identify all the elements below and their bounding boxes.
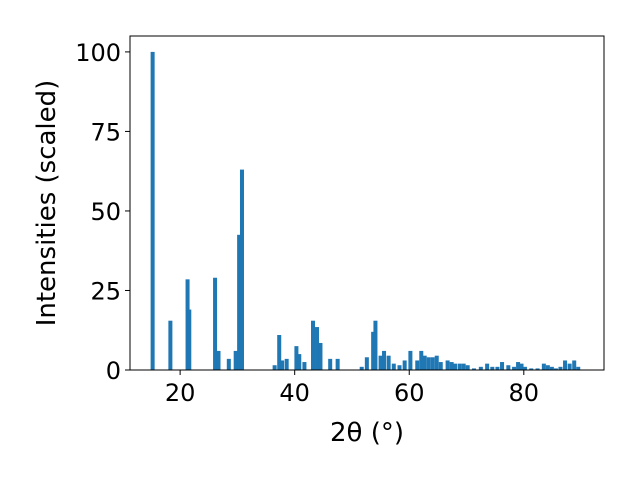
bar: [415, 360, 420, 370]
bar: [233, 350, 238, 370]
bar: [280, 360, 285, 370]
bar: [506, 365, 511, 370]
bar: [187, 309, 192, 370]
bar: [426, 357, 431, 370]
bar: [386, 355, 391, 370]
x-tick-label: 40: [279, 379, 310, 407]
bar: [434, 355, 439, 370]
bar: [315, 327, 320, 370]
x-tick-label: 60: [394, 379, 425, 407]
bar: [519, 363, 524, 370]
bar: [495, 366, 500, 370]
bar: [438, 362, 443, 370]
x-axis: 20 40 60 80: [165, 370, 539, 407]
bar: [297, 354, 302, 370]
bar: [471, 368, 476, 370]
bar: [382, 350, 387, 370]
bar: [359, 366, 364, 370]
bar: [490, 366, 495, 370]
bars-group: [150, 51, 581, 371]
bar: [397, 365, 402, 370]
bar: [453, 363, 458, 370]
bar: [545, 365, 550, 370]
bar: [294, 346, 299, 370]
bar: [529, 368, 534, 370]
bar: [168, 320, 173, 370]
bar: [457, 363, 462, 370]
bar: [512, 366, 517, 370]
y-tick-label: 50: [90, 198, 121, 226]
bar: [226, 358, 231, 370]
bar: [419, 350, 424, 370]
y-tick-label: 100: [75, 39, 121, 67]
bar: [311, 320, 316, 370]
bar: [572, 360, 577, 370]
bar: [558, 366, 563, 370]
plot-frame: [129, 35, 605, 371]
bar: [237, 234, 242, 370]
bar: [485, 363, 490, 370]
y-tick-label: 0: [106, 357, 121, 385]
bar: [549, 366, 554, 370]
bar: [449, 362, 454, 370]
bar: [553, 368, 558, 370]
bar: [284, 358, 289, 370]
bar: [465, 365, 470, 370]
bar: [371, 331, 376, 370]
bar: [535, 368, 540, 370]
bar: [328, 358, 333, 370]
bar: [422, 355, 427, 370]
bar: [500, 362, 505, 370]
bar: [318, 342, 323, 370]
bar: [272, 365, 277, 370]
bar: [150, 51, 155, 371]
bar: [239, 169, 244, 370]
bar: [391, 363, 396, 370]
bar: [373, 320, 378, 370]
bar: [402, 360, 407, 370]
bar: [461, 363, 466, 370]
bar: [378, 355, 383, 370]
bar: [563, 360, 568, 370]
y-tick-label: 75: [90, 118, 121, 146]
y-axis: 0 25 50 75 100: [75, 39, 130, 385]
bar: [541, 363, 546, 370]
bar: [364, 357, 369, 370]
bar: [478, 366, 483, 370]
x-tick-label: 20: [165, 379, 196, 407]
bar: [335, 358, 340, 370]
bar: [408, 350, 413, 370]
bar: [516, 362, 521, 370]
bar: [445, 360, 450, 370]
y-tick-label: 25: [90, 277, 121, 305]
bar: [430, 357, 435, 370]
bar: [522, 366, 527, 370]
bar: [576, 366, 581, 370]
bar: [302, 362, 307, 370]
bar: [567, 363, 572, 370]
x-axis-label: 2θ (°): [330, 418, 404, 448]
x-tick-label: 80: [509, 379, 540, 407]
bar: [216, 350, 221, 370]
bar: [277, 335, 282, 370]
y-axis-label: Intensities (scaled): [32, 80, 62, 327]
bar: [213, 277, 218, 370]
